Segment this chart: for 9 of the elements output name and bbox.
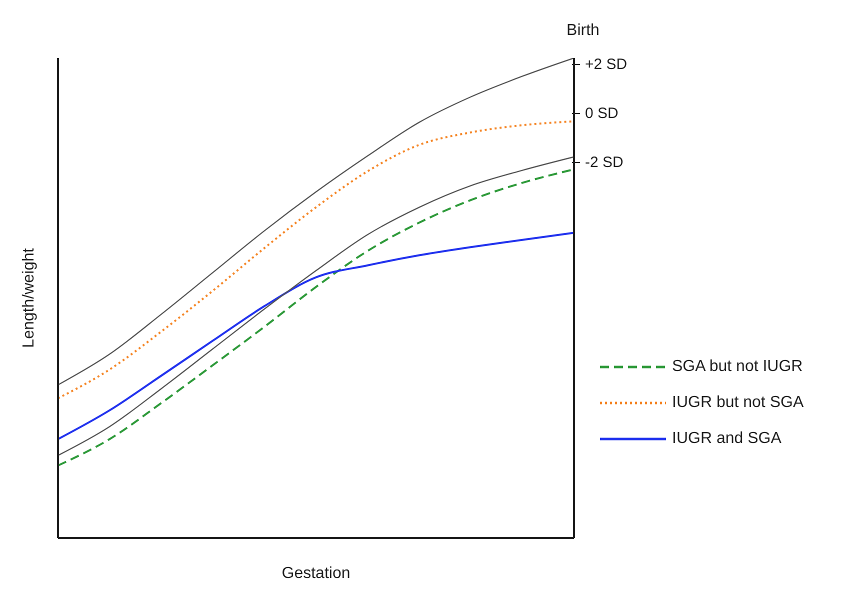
y-axis-title: Length/weight	[20, 248, 38, 348]
legend-label: IUGR but not SGA	[672, 394, 804, 412]
legend-label: SGA but not IUGR	[672, 358, 803, 376]
text: -2 SD	[585, 154, 624, 171]
legend-label: IUGR and SGA	[672, 430, 782, 448]
x-axis-title: Gestation	[282, 565, 350, 582]
text: Birth	[566, 22, 600, 39]
text: +2 SD	[585, 56, 628, 73]
text: 0 SD	[585, 105, 618, 122]
